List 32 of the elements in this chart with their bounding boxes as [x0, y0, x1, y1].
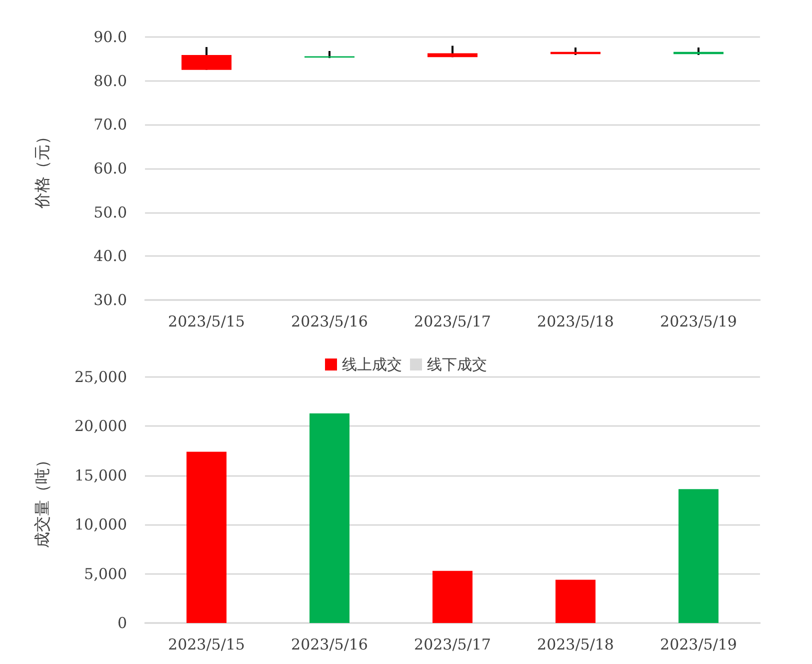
- y-tick-label: 10,000: [74, 516, 127, 534]
- x-tick-label: 2023/5/19: [660, 636, 737, 654]
- bar: [186, 452, 226, 623]
- x-tick-label: 2023/5/17: [414, 636, 491, 654]
- y-axis-title: 成交量（吨）: [32, 452, 52, 548]
- y-tick-label: 5,000: [84, 564, 127, 583]
- bar: [678, 489, 718, 623]
- y-axis-title: 价格（元）: [32, 128, 52, 210]
- y-tick-label: 70.0: [94, 116, 127, 134]
- y-tick-label: 90.0: [94, 28, 127, 46]
- y-tick-label: 0: [117, 614, 127, 632]
- x-tick-label: 2023/5/15: [168, 636, 245, 654]
- y-tick-label: 80.0: [94, 72, 127, 90]
- y-tick-label: 40.0: [94, 247, 127, 266]
- x-tick-label: 2023/5/18: [537, 636, 614, 654]
- y-tick-label: 25,000: [74, 368, 127, 386]
- bar: [556, 580, 596, 623]
- bar: [310, 413, 350, 623]
- y-tick-label: 50.0: [94, 203, 127, 222]
- legend-label: 线下成交: [427, 356, 487, 374]
- x-tick-label: 2023/5/16: [291, 636, 368, 654]
- legend-label: 线上成交: [342, 356, 402, 374]
- x-tick-label: 2023/5/15: [168, 312, 245, 330]
- y-tick-label: 20,000: [74, 417, 127, 436]
- x-tick-label: 2023/5/19: [660, 312, 737, 330]
- x-tick-label: 2023/5/18: [537, 312, 614, 330]
- bar: [432, 570, 472, 623]
- y-tick-label: 15,000: [74, 466, 127, 484]
- x-tick-label: 2023/5/17: [414, 312, 491, 330]
- y-tick-label: 30.0: [94, 291, 127, 309]
- x-tick-label: 2023/5/16: [291, 312, 368, 330]
- y-tick-label: 60.0: [94, 160, 127, 178]
